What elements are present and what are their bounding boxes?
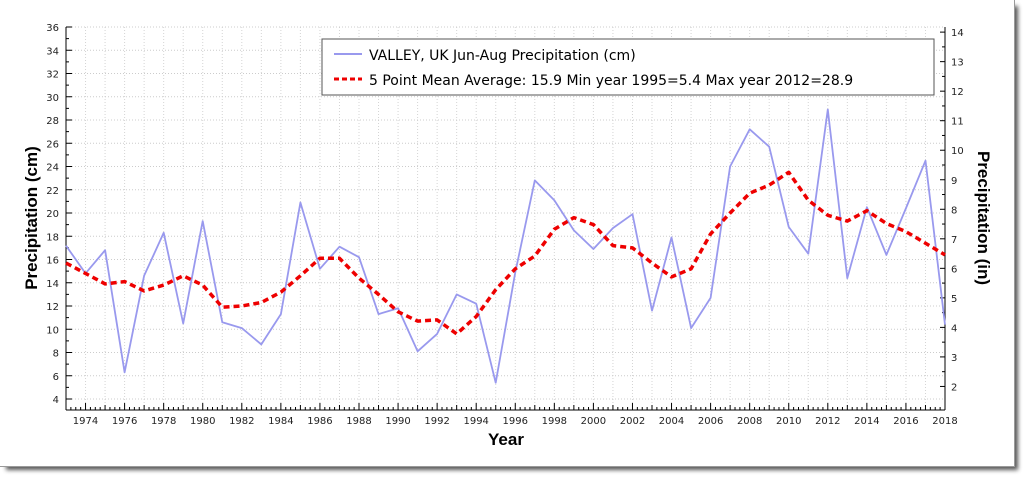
axes: 4681012141618202224262830323436234567891… [46,23,963,427]
legend-box [321,38,935,96]
x-tick-label: 1976 [112,416,137,427]
y-tick-label: 30 [46,93,59,104]
series-line-5pt-mean [65,170,946,336]
x-tick-label: 1980 [190,416,215,427]
x-tick-label: 2004 [659,416,684,427]
x-tick-label: 2000 [581,416,606,427]
y-tick-label: 12 [46,302,59,313]
x-tick-label: 1994 [463,416,488,427]
legend: VALLEY, UK Jun-Aug Precipitation (cm) 5 … [321,38,935,96]
x-tick-label: 1974 [73,416,98,427]
legend-label-mean: 5 Point Mean Average: 15.9 Min year 1995… [369,73,853,89]
y-tick-label: 16 [46,256,59,267]
y2-tick-label: 8 [951,205,957,216]
y-axis-title-left: Precipitation (cm) [22,146,41,290]
precipitation-chart: 4681012141618202224262830323436234567891… [22,23,993,449]
y2-tick-label: 13 [951,58,964,69]
x-tick-label: 1992 [424,416,449,427]
x-tick-label: 1998 [542,416,567,427]
x-tick-label: 2010 [776,416,801,427]
y-tick-label: 10 [46,325,59,336]
y-tick-label: 4 [53,395,59,406]
y2-tick-label: 9 [951,176,957,187]
y2-tick-label: 3 [951,353,957,364]
x-tick-label: 1990 [385,416,410,427]
x-tick-label: 2006 [698,416,723,427]
x-tick-label: 2014 [854,416,879,427]
y2-tick-label: 14 [951,28,964,39]
y-axis-title-right: Precipitation (in) [974,151,993,285]
y-tick-label: 8 [53,349,59,360]
x-tick-label: 1988 [346,416,371,427]
y2-tick-label: 7 [951,235,957,246]
x-tick-label: 1986 [307,416,332,427]
y-tick-label: 36 [46,23,59,34]
x-tick-label: 2002 [620,416,645,427]
legend-label-actual: VALLEY, UK Jun-Aug Precipitation (cm) [369,48,636,64]
x-tick-label: 1982 [229,416,254,427]
y-tick-label: 24 [46,163,59,174]
x-tick-label: 2012 [815,416,840,427]
y-tick-label: 6 [53,372,59,383]
y2-tick-label: 12 [951,87,964,98]
series-layer [65,108,946,384]
x-tick-label: 1996 [503,416,528,427]
y2-tick-label: 6 [951,264,957,275]
y-tick-label: 22 [46,186,59,197]
y-tick-label: 32 [46,70,59,81]
y-tick-label: 28 [46,116,59,127]
y-tick-label: 14 [46,279,59,290]
y2-tick-label: 4 [951,323,957,334]
x-tick-label: 1978 [151,416,176,427]
x-axis-title: Year [488,430,524,449]
x-tick-label: 2008 [737,416,762,427]
y2-tick-label: 11 [951,117,964,128]
y-tick-label: 26 [46,139,59,150]
y2-tick-label: 2 [951,382,957,393]
y-tick-label: 34 [46,46,59,57]
y-tick-label: 20 [46,209,59,220]
x-tick-label: 1984 [268,416,293,427]
x-tick-label: 2018 [932,416,957,427]
y2-tick-label: 5 [951,294,957,305]
y2-tick-label: 10 [951,146,964,157]
chart-window: 4 6 8 10 12 14 16 18 20 22 24 26 28 30 32 34 36 2 3 4 5 6 7 8 9 1… [0,0,1015,467]
y-tick-label: 18 [46,232,59,243]
series-line-precipitation [65,108,946,384]
x-tick-label: 2016 [893,416,918,427]
